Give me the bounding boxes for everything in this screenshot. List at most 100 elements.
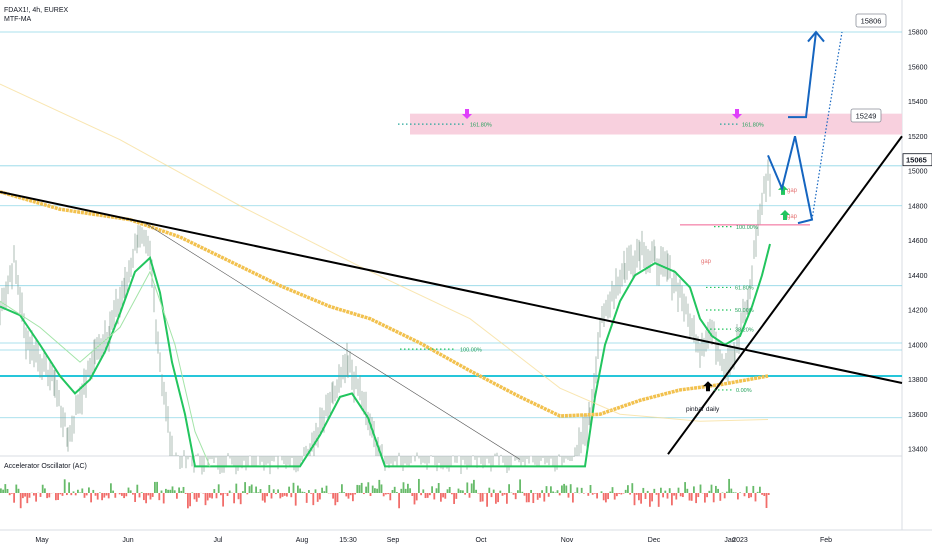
- oscillator-bar: [719, 493, 722, 501]
- x-tick-label: Oct: [476, 537, 487, 544]
- oscillator-bar: [759, 486, 761, 493]
- y-tick-label: 13800: [908, 377, 928, 384]
- oscillator-bar: [660, 487, 662, 493]
- oscillator-bar: [19, 493, 22, 509]
- oscillator-bar: [376, 488, 378, 493]
- oscillator-bar: [732, 492, 735, 493]
- fib-level-label: 161.80%: [470, 122, 492, 128]
- oscillator-bar: [677, 487, 680, 493]
- oscillator-bar: [528, 493, 530, 503]
- oscillator-bar: [750, 493, 752, 498]
- oscillator-bar: [567, 493, 570, 498]
- oscillator-bar: [468, 493, 471, 498]
- oscillator-bar: [492, 489, 495, 493]
- oscillator-bar: [72, 491, 75, 493]
- oscillator-bar: [297, 485, 299, 493]
- oscillator-bar: [17, 488, 20, 493]
- oscillator-bar: [424, 493, 427, 499]
- price-label-box: [850, 108, 882, 123]
- oscillator-bar: [374, 488, 376, 493]
- y-tick-label: 15600: [908, 64, 928, 71]
- oscillator-bar: [536, 493, 539, 500]
- oscillator-bar: [79, 492, 81, 493]
- oscillator-bar: [70, 493, 73, 496]
- oscillator-bar: [671, 493, 673, 506]
- oscillator-bar: [239, 493, 242, 505]
- oscillator-bar: [191, 492, 194, 493]
- oscillator-bar: [213, 489, 216, 493]
- oscillator-bar: [435, 488, 438, 493]
- oscillator-bar: [519, 479, 521, 493]
- oscillator-bar: [44, 488, 46, 493]
- magenta-down-arrow: [732, 109, 742, 120]
- oscillator-bar: [180, 490, 183, 493]
- oscillator-bar: [24, 493, 26, 497]
- oscillator-bar: [145, 493, 147, 504]
- oscillator-bar: [354, 493, 356, 495]
- slow-green-average: [0, 270, 211, 467]
- oscillator-bar: [712, 493, 715, 503]
- oscillator-bar: [490, 493, 493, 498]
- oscillator-bar: [13, 493, 15, 503]
- oscillator-bar: [486, 493, 488, 507]
- green-up-arrow: [780, 210, 790, 221]
- oscillator-bar: [176, 493, 178, 499]
- oscillator-bar: [369, 493, 372, 496]
- oscillator-bar: [255, 486, 257, 493]
- oscillator-bar: [55, 493, 57, 501]
- oscillator-bar: [431, 486, 433, 493]
- oscillator-bar: [6, 488, 9, 493]
- oscillator-bar: [85, 493, 88, 496]
- oscillator-bar: [653, 488, 656, 493]
- oscillator-bar: [479, 493, 482, 502]
- oscillator-bar: [627, 485, 629, 493]
- oscillator-bar: [158, 493, 161, 501]
- gap-label: gap: [787, 188, 798, 194]
- oscillator-bar: [248, 486, 251, 493]
- y-tick-label: 13400: [908, 447, 928, 454]
- price-label-text: 15806: [861, 17, 882, 26]
- x-tick-label: Nov: [561, 537, 574, 544]
- oscillator-bar: [404, 488, 407, 493]
- oscillator-bar: [140, 492, 143, 493]
- oscillator-bar: [57, 493, 59, 500]
- oscillator-bar: [380, 484, 383, 493]
- oscillator-bar: [59, 493, 62, 495]
- oscillator-bar: [312, 493, 315, 506]
- fib-level-label: 100.00%: [736, 225, 758, 231]
- oscillator-bar: [121, 493, 123, 496]
- oscillator-bar: [594, 493, 596, 494]
- oscillator-bar: [525, 493, 528, 503]
- resistance-band: [410, 113, 902, 135]
- y-tick-label: 15800: [908, 30, 928, 37]
- oscillator-bar: [283, 493, 286, 496]
- oscillator-bar: [257, 492, 260, 493]
- oscillator-bar: [182, 486, 185, 493]
- oscillator-bar: [61, 493, 64, 496]
- oscillator-bar: [226, 493, 229, 497]
- oscillator-bar: [442, 493, 444, 498]
- oscillator-bar: [552, 491, 554, 493]
- oscillator-bar: [690, 493, 693, 501]
- oscillator-bar: [609, 491, 612, 493]
- blue-projection-path: [767, 136, 814, 225]
- oscillator-bar: [466, 482, 469, 493]
- oscillator-bar: [35, 493, 37, 502]
- oscillator-bar: [629, 493, 631, 495]
- oscillator-bar: [558, 493, 561, 496]
- pinbar-label: pinbar daily: [686, 406, 720, 413]
- oscillator-bar: [605, 493, 607, 503]
- y-tick-label: 13600: [908, 412, 928, 419]
- oscillator-bar: [15, 484, 18, 493]
- oscillator-bar: [644, 493, 647, 500]
- blue-target-path: [788, 31, 817, 119]
- oscillator-bar: [572, 493, 574, 503]
- oscillator-bar: [90, 493, 92, 503]
- oscillator-bar: [301, 491, 304, 493]
- oscillator-bar: [2, 489, 4, 493]
- price-label-box: [855, 13, 887, 28]
- oscillator-bar: [580, 487, 583, 493]
- oscillator-bar: [767, 493, 770, 495]
- oscillator-bar: [556, 490, 559, 493]
